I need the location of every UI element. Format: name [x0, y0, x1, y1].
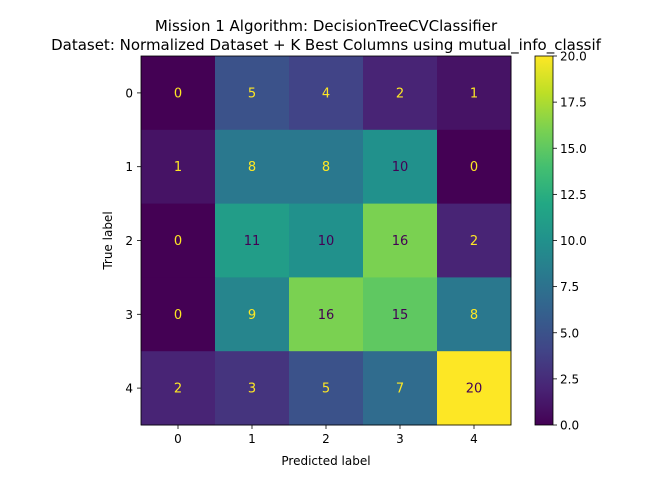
- heatmap-cell: [141, 277, 216, 352]
- heatmap-cell: [289, 351, 364, 426]
- heatmap-cell: [437, 129, 512, 205]
- cell-value-label: 16: [392, 234, 409, 249]
- cell-value-label: 0: [174, 234, 182, 249]
- chart-subtitle: Dataset: Normalized Dataset + K Best Col…: [51, 36, 602, 55]
- cell-value-label: 10: [318, 234, 335, 249]
- heatmap-cell: [141, 56, 216, 131]
- cell-value-label: 8: [248, 160, 256, 175]
- y-tick-label: 0: [125, 86, 133, 100]
- colorbar-tick-label: 5.0: [560, 326, 579, 340]
- heatmap-cell: [215, 203, 290, 278]
- x-tick-label: 1: [248, 432, 256, 446]
- heatmap-cell: [215, 351, 290, 426]
- y-axis-label: True label: [101, 211, 115, 270]
- x-tick-label: 4: [470, 432, 478, 446]
- cell-value-label: 8: [470, 308, 478, 323]
- colorbar-tick-label: 20.0: [560, 50, 587, 64]
- colorbar-tick-label: 10.0: [560, 234, 587, 248]
- cell-value-label: 8: [322, 160, 330, 175]
- cell-value-label: 15: [392, 308, 409, 323]
- y-tick-label: 3: [125, 308, 133, 322]
- heatmap-cell: [215, 277, 290, 352]
- y-axis-ticks: 0 1 2 3 4: [125, 86, 141, 396]
- chart-title: Mission 1 Algorithm: DecisionTreeCVClass…: [155, 17, 498, 35]
- cell-value-label: 1: [470, 86, 478, 101]
- heatmap-cells: [141, 56, 512, 426]
- colorbar-tick-label: 17.5: [560, 96, 587, 110]
- cell-value-label: 4: [322, 86, 330, 101]
- colorbar-tick-label: 15.0: [560, 142, 587, 156]
- heatmap-cell: [141, 203, 216, 278]
- heatmap-cell: [289, 129, 364, 205]
- heatmap-cell: [437, 56, 512, 131]
- cell-value-label: 2: [470, 234, 478, 249]
- colorbar-tick-label: 7.5: [560, 280, 579, 294]
- heatmap-cell: [289, 277, 364, 352]
- cell-value-label: 10: [392, 160, 409, 175]
- colorbar-tick-label: 2.5: [560, 372, 579, 386]
- cell-value-label: 7: [396, 382, 404, 397]
- cell-value-label: 0: [174, 308, 182, 323]
- heatmap-cell: [215, 129, 290, 205]
- y-tick-label: 4: [125, 382, 133, 396]
- colorbar: [534, 55, 554, 426]
- cell-value-label: 16: [318, 308, 335, 323]
- cell-value-label: 2: [396, 86, 404, 101]
- cell-value-label: 2: [174, 382, 182, 397]
- heatmap-cell: [437, 277, 512, 352]
- heatmap-cell: [141, 129, 216, 205]
- cell-value-label: 0: [470, 160, 478, 175]
- heatmap-cell: [363, 56, 438, 131]
- heatmap-cell: [215, 56, 290, 131]
- heatmap-cell: [363, 277, 438, 352]
- x-tick-label: 0: [174, 432, 182, 446]
- heatmap-cell: [363, 351, 438, 426]
- y-tick-label: 1: [125, 160, 133, 174]
- colorbar-tick-label: 12.5: [560, 188, 587, 202]
- cell-value-label: 1: [174, 160, 182, 175]
- x-tick-label: 2: [322, 432, 330, 446]
- cell-value-label: 3: [248, 382, 256, 397]
- cell-value-label: 20: [466, 382, 483, 397]
- y-tick-label: 2: [125, 234, 133, 248]
- cell-value-label: 5: [248, 86, 256, 101]
- colorbar-tick-label: 0.0: [560, 419, 579, 433]
- heatmap-cell: [437, 351, 512, 426]
- heatmap-cell: [141, 351, 216, 426]
- heatmap-cell: [289, 56, 364, 131]
- cell-value-label: 9: [248, 308, 256, 323]
- x-tick-label: 3: [396, 432, 404, 446]
- heatmap-cell: [289, 203, 364, 278]
- heatmap-cell: [363, 129, 438, 205]
- x-axis-ticks: 0 1 2 3 4: [174, 425, 478, 446]
- colorbar-ticks: 0.0 2.5 5.0 7.5 10.0 12.5 15.0 17.5 20.0: [553, 50, 587, 433]
- heatmap-cell: [363, 203, 438, 278]
- cell-value-label: 5: [322, 382, 330, 397]
- x-axis-label: Predicted label: [281, 454, 370, 468]
- heatmap-cell: [437, 203, 512, 278]
- cell-value-label: 0: [174, 86, 182, 101]
- cell-value-label: 11: [244, 234, 261, 249]
- heatmap-cell-labels: 0 5 4 2 11 8 8 10 00 11 10 16 20 9 16 15 82 3 5 7 20: [174, 86, 482, 396]
